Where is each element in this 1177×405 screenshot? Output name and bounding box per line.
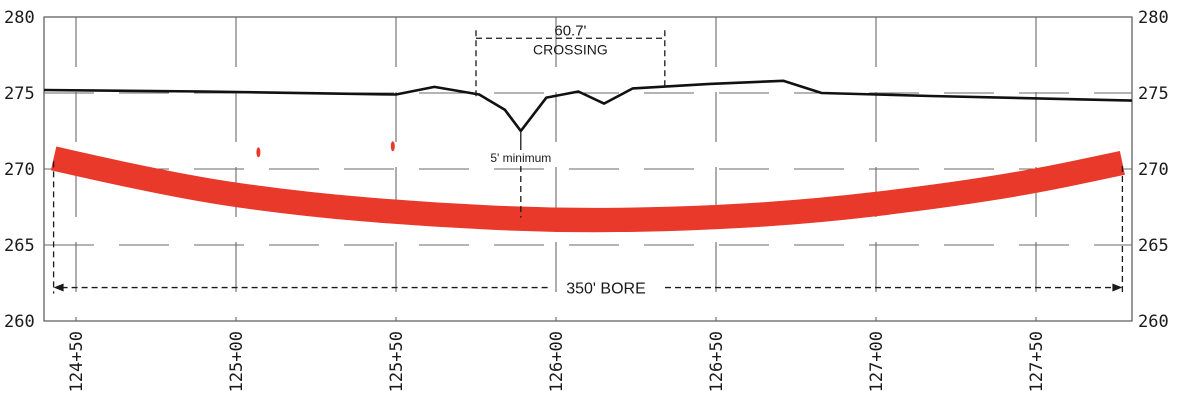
station-label: 127+50 bbox=[1027, 331, 1047, 392]
red-marker bbox=[256, 147, 261, 158]
elevation-label-left: 280 bbox=[4, 8, 35, 28]
elevation-label-left: 260 bbox=[4, 312, 35, 332]
elevation-label-right: 275 bbox=[1138, 84, 1169, 104]
crossing-label: CROSSING bbox=[533, 41, 608, 57]
minimum-cover-label: 5' minimum bbox=[490, 151, 551, 165]
elevation-label-left: 270 bbox=[4, 160, 35, 180]
elevation-label-right: 265 bbox=[1138, 236, 1169, 256]
elevation-labels: 280 275 270 265 260 280 275 270 265 260 bbox=[4, 8, 1169, 332]
crossing-length-label: 60.7' bbox=[554, 22, 586, 39]
ground-profile-line bbox=[43, 79, 1133, 133]
bore-path-line bbox=[50, 146, 1125, 233]
red-marker bbox=[390, 141, 395, 152]
annotations: 60.7' CROSSING 5' minimum 350' BORE bbox=[52, 22, 1124, 298]
elevation-label-right: 280 bbox=[1138, 8, 1169, 28]
station-labels: 124+50 125+00 125+50 126+00 126+50 127+00 127+… bbox=[67, 331, 1047, 392]
bore-arrow-right bbox=[1112, 283, 1123, 292]
bore-length-label: 350' BORE bbox=[566, 281, 646, 298]
station-label: 127+00 bbox=[867, 331, 887, 392]
elevation-label-right: 270 bbox=[1138, 160, 1169, 180]
elevation-label-right: 260 bbox=[1138, 312, 1169, 332]
station-label: 126+00 bbox=[547, 331, 567, 392]
profile-series bbox=[43, 79, 1133, 233]
station-label: 126+50 bbox=[707, 331, 727, 392]
station-label: 125+50 bbox=[387, 331, 407, 392]
elevation-label-left: 275 bbox=[4, 84, 35, 104]
station-label: 125+00 bbox=[227, 331, 247, 392]
grid-lines bbox=[43, 16, 1133, 322]
elevation-label-left: 265 bbox=[4, 236, 35, 256]
station-label: 124+50 bbox=[67, 331, 87, 392]
bore-arrow-left bbox=[53, 283, 64, 292]
